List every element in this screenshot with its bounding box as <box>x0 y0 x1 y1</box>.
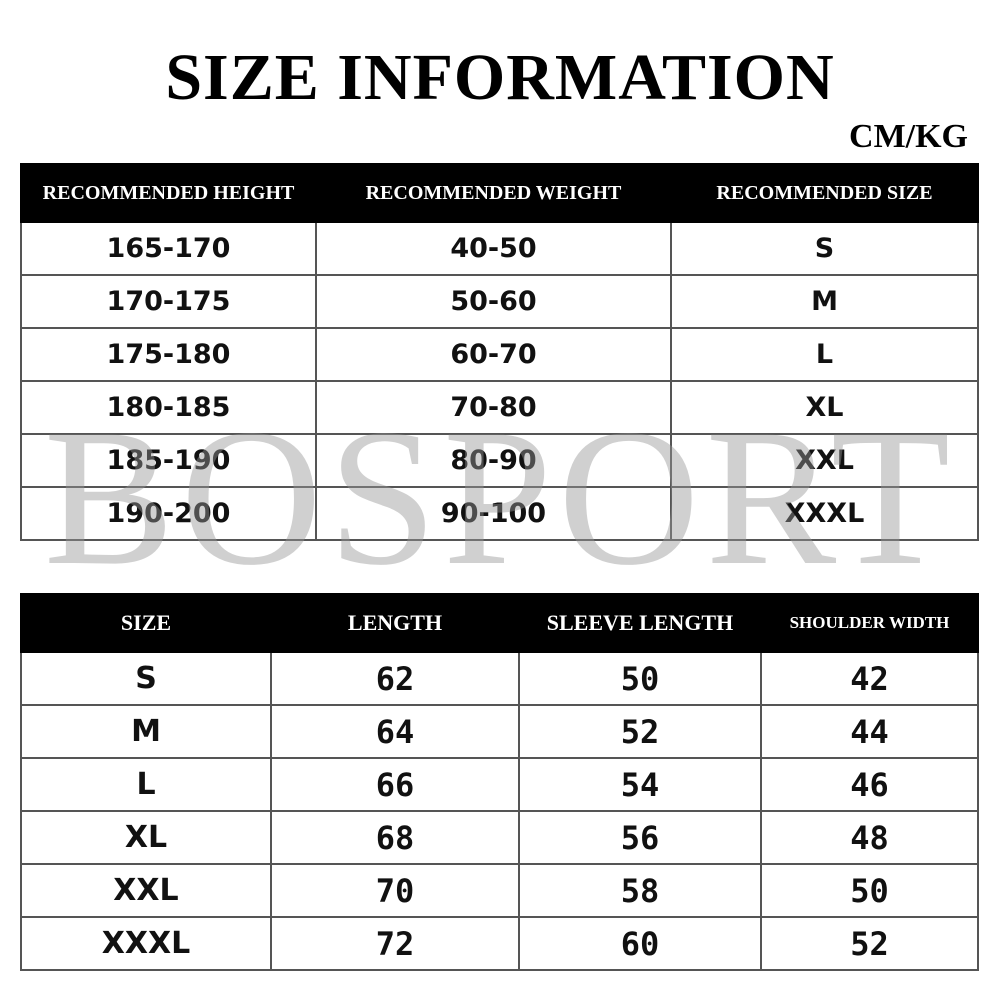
table-cell: 58 <box>518 863 762 918</box>
table-cell: 42 <box>760 651 979 706</box>
table-row: XXXL 72 60 52 <box>20 916 979 971</box>
table-cell: 50 <box>760 863 979 918</box>
table-cell: 52 <box>518 704 762 759</box>
table-row: 190-200 90-100 XXXL <box>20 486 979 541</box>
table-cell: 60 <box>518 916 762 971</box>
table-cell: 56 <box>518 810 762 865</box>
table-cell: XL <box>20 810 272 865</box>
table-cell: 54 <box>518 757 762 812</box>
table-cell: 52 <box>760 916 979 971</box>
table-cell: 180-185 <box>20 380 317 435</box>
measurement-table: SIZE LENGTH SLEEVE LENGTH SHOULDER WIDTH… <box>20 593 979 971</box>
table-cell: L <box>670 327 979 382</box>
header-size: RECOMMENDED SIZE <box>670 163 979 223</box>
table-cell: 70-80 <box>315 380 672 435</box>
table-cell: 66 <box>270 757 520 812</box>
table-row: S 62 50 42 <box>20 651 979 706</box>
header-shoulder-width: SHOULDER WIDTH <box>760 593 979 653</box>
table-cell: 50 <box>518 651 762 706</box>
table-row: 185-190 80-90 XXL <box>20 433 979 488</box>
table-cell: XXL <box>670 433 979 488</box>
table-cell: 60-70 <box>315 327 672 382</box>
table-row: 170-175 50-60 M <box>20 274 979 329</box>
table-cell: 190-200 <box>20 486 317 541</box>
table-header-row: RECOMMENDED HEIGHT RECOMMENDED WEIGHT RE… <box>20 163 979 223</box>
table-cell: 170-175 <box>20 274 317 329</box>
table-cell: 80-90 <box>315 433 672 488</box>
table-cell: 90-100 <box>315 486 672 541</box>
header-size: SIZE <box>20 593 272 653</box>
table-cell: 44 <box>760 704 979 759</box>
table-cell: 50-60 <box>315 274 672 329</box>
table-cell: 175-180 <box>20 327 317 382</box>
unit-label: CM/KG <box>849 118 968 155</box>
table-cell: 72 <box>270 916 520 971</box>
table-cell: 165-170 <box>20 221 317 276</box>
recommended-size-table: RECOMMENDED HEIGHT RECOMMENDED WEIGHT RE… <box>20 163 979 541</box>
table-cell: 40-50 <box>315 221 672 276</box>
header-height: RECOMMENDED HEIGHT <box>20 163 317 223</box>
table-cell: XL <box>670 380 979 435</box>
table-cell: M <box>670 274 979 329</box>
table-cell: S <box>670 221 979 276</box>
header-sleeve-length: SLEEVE LENGTH <box>518 593 762 653</box>
header-weight: RECOMMENDED WEIGHT <box>315 163 672 223</box>
table-row: 175-180 60-70 L <box>20 327 979 382</box>
table-cell: 68 <box>270 810 520 865</box>
table-cell: 48 <box>760 810 979 865</box>
table-cell: S <box>20 651 272 706</box>
page-title: SIZE INFORMATION <box>165 41 835 114</box>
header-length: LENGTH <box>270 593 520 653</box>
table-row: L 66 54 46 <box>20 757 979 812</box>
table-cell: 185-190 <box>20 433 317 488</box>
table-cell: XXXL <box>670 486 979 541</box>
table-row: XXL 70 58 50 <box>20 863 979 918</box>
table-cell: M <box>20 704 272 759</box>
table-cell: L <box>20 757 272 812</box>
table-row: 180-185 70-80 XL <box>20 380 979 435</box>
table-cell: XXXL <box>20 916 272 971</box>
table-row: 165-170 40-50 S <box>20 221 979 276</box>
table-row: M 64 52 44 <box>20 704 979 759</box>
table-cell: 46 <box>760 757 979 812</box>
table-row: XL 68 56 48 <box>20 810 979 865</box>
table-cell: XXL <box>20 863 272 918</box>
table-cell: 64 <box>270 704 520 759</box>
table-header-row: SIZE LENGTH SLEEVE LENGTH SHOULDER WIDTH <box>20 593 979 653</box>
table-cell: 62 <box>270 651 520 706</box>
table-cell: 70 <box>270 863 520 918</box>
